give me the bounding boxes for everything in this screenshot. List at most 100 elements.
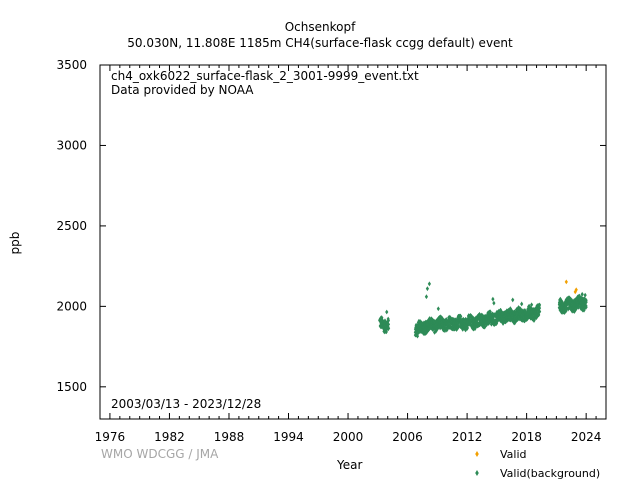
data-point-background [473,321,477,326]
data-point-background [510,315,514,321]
data-point-valid [573,289,577,295]
data-point-background [522,315,527,321]
x-axis-label: Year [337,458,363,472]
data-point-background [577,299,581,305]
data-point-background [537,302,542,308]
data-point-background [458,314,463,319]
data-point-background [583,292,587,298]
x-tick-label: 1988 [214,430,245,444]
data-point-background [560,308,564,314]
data-point-background [500,312,504,318]
data-point-background [475,317,479,323]
data-point-background [415,333,420,339]
x-tick-label: 1994 [273,430,304,444]
data-point-background [494,321,499,326]
data-point-background [534,308,538,314]
data-point-background [518,316,522,322]
data-point-background [580,291,584,297]
data-point-background [379,324,384,330]
x-tick-label: 2012 [452,430,483,444]
data-point-background [418,329,422,335]
data-point-background [385,309,389,315]
data-point-background [439,315,443,320]
data-point-background [452,320,456,326]
data-point-background [508,315,512,320]
data-point-background [558,296,562,302]
data-point-background [445,317,449,323]
chart-subtitle: 50.030N, 11.808E 1185m CH4(surface-flask… [127,36,513,50]
data-point-background [573,298,577,304]
data-point-background [492,300,496,306]
data-point-background [428,320,433,326]
data-point-background [483,324,487,330]
legend-label-valid: Valid [500,448,527,461]
y-tick-label: 2500 [56,219,87,233]
x-tick-label: 2000 [333,430,364,444]
data-point-background [520,301,524,307]
data-point-background [487,319,492,325]
data-point-background [427,281,431,287]
data-point-background [418,323,423,329]
data-point-background [504,318,508,324]
data-point-background [431,317,435,323]
data-point-background [380,315,384,321]
data-point-background [503,310,508,315]
data-point-background [538,309,542,315]
y-tick-label: 2000 [56,299,87,313]
data-point-background [496,317,500,323]
data-point-background [446,326,450,331]
data-point-background [519,310,523,316]
data-point-background [480,322,485,328]
data-point-background [386,318,391,324]
data-point-background [386,321,391,327]
data-point-background [436,306,440,312]
legend-label-background: Valid(background) [500,467,601,480]
data-point-background [429,323,434,328]
legend-marker-background [475,470,479,476]
data-point-background [473,326,477,332]
chart-title: Ochsenkopf [284,20,356,34]
data-point-background [506,307,511,313]
data-point-background [511,297,515,303]
y-tick-label: 3000 [56,138,87,152]
data-point-background [584,304,588,310]
data-point-background [431,326,435,332]
y-axis-label: ppb [8,231,22,255]
data-point-background [569,306,573,312]
data-point-background [384,329,388,335]
date-range-annotation: 2003/03/13 - 2023/12/28 [111,397,262,411]
data-point-background [438,320,443,326]
data-point-background [508,317,513,323]
data-point-background [458,317,462,323]
filename-annotation: ch4_oxk6022_surface-flask_2_3001-9999_ev… [111,69,419,83]
data-point-background [441,323,445,329]
data-point-background [432,329,437,335]
data-point-background [527,303,531,309]
data-point-background [491,296,495,302]
data-point-background [579,299,584,305]
data-point-background [529,302,534,308]
data-point-background [532,307,536,312]
data-point-background [584,299,588,305]
data-point-background [491,315,495,321]
data-point-background [430,316,434,322]
data-point-background [577,293,581,299]
y-tick-label: 3500 [56,58,87,72]
data-point-background [537,305,542,311]
data-point-background [535,314,539,320]
data-point-background [537,312,541,318]
data-point-background [471,326,476,332]
provider-annotation: Data provided by NOAA [111,83,254,97]
plot-frame [99,64,607,420]
legend-marker-valid [475,451,479,457]
data-point-background [480,313,484,318]
x-tick-label: 1982 [154,430,185,444]
data-point-background [424,294,429,300]
x-tick-label: 2018 [511,430,542,444]
data-point-background [425,286,430,292]
data-point-background [503,317,507,322]
data-point-background [434,328,438,334]
x-tick-label: 2006 [392,430,423,444]
data-point-background [476,312,481,318]
data-point-background [570,303,575,309]
